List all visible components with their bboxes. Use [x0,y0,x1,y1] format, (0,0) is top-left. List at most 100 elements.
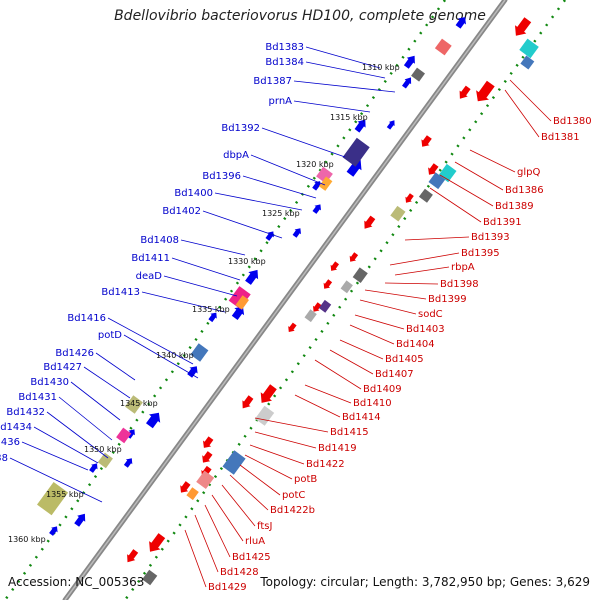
kbp-tick-label: 1360 kbp [8,535,46,544]
forward-gene-label: Bd1430 [30,377,69,388]
gene-block [342,137,370,167]
reverse-leader-line [221,484,256,527]
forward-gene-label: Bd1383 [265,42,304,53]
reverse-leader-line [249,444,305,465]
gene-block [318,176,333,191]
gene-arrow [127,549,139,563]
gene-block [235,295,249,310]
gene-block [190,343,209,362]
reverse-leader-line [349,324,395,345]
gene-block [411,67,425,82]
gene-arrow [403,55,415,69]
gene-block [352,267,368,283]
kbp-tick-label: 1325 kbp [262,209,300,218]
gene-arrow [49,526,58,536]
gene-block [438,163,457,183]
reverse-leader-line [329,349,374,375]
kbp-tick-label: 1315 kbp [330,113,368,122]
forward-gene-label: Bd1387 [253,76,292,87]
gene-arrow [245,269,259,285]
forward-leader-line [58,396,113,441]
reverse-gene-label: Bd1404 [396,339,435,350]
inner-dotted-track [123,0,567,600]
forward-gene-label: dbpA [223,150,249,161]
gene-block [142,569,158,586]
forward-gene-label: Bd1384 [265,57,304,68]
forward-leader-line [293,80,396,93]
gene-block [116,427,132,444]
forward-gene-label: Bd1396 [202,171,241,182]
forward-gene-label: Bd1427 [43,362,82,373]
accession-text: Accession: NC_005363 [8,575,145,589]
reverse-gene-label: Bd1399 [428,294,467,305]
forward-gene-label: Bd1431 [18,392,57,403]
kbp-tick-label: 1345 kbp [120,399,158,408]
reverse-gene-labels: Bd1380 Bd1381 glpQ Bd1386 Bd1389 Bd1391 Bd1393… [208,116,592,593]
reverse-leader-line [404,236,470,241]
gene-track [37,17,539,586]
forward-gene-label: Bd1438 [0,453,8,464]
reverse-leader-line [429,187,482,223]
gene-arrow [459,85,471,99]
forward-gene-label: Bd1436 [0,437,20,448]
map-title: Bdellovibrio bacteriovorus HD100, comple… [114,8,486,24]
gene-block [519,38,539,59]
forward-gene-label: Bd1402 [162,206,201,217]
gene-arrow [515,17,532,36]
reverse-gene-label: Bd1425 [232,552,271,563]
gene-block [125,395,143,414]
reverse-gene-label: Bd1405 [385,354,424,365]
reverse-gene-label: Bd1419 [318,443,357,454]
kbp-tick-label: 1350 kbp [84,445,122,454]
forward-gene-label: Bd1411 [131,253,170,264]
reverse-leader-line [244,454,293,480]
gene-arrow [405,193,414,203]
gene-arrow [455,17,466,29]
reverse-leader-line [364,289,427,300]
topology-text: Topology: circular; Length: 3,782,950 bp… [260,575,590,589]
forward-gene-label: Bd1432 [6,407,45,418]
reverse-gene-label: Bd1428 [220,567,259,578]
outer-dotted-track [3,0,447,600]
gene-block [228,286,251,309]
reverse-leader-line [394,266,450,276]
forward-gene-label: Bd1413 [101,287,140,298]
reverse-gene-label: sodC [418,309,443,320]
gene-arrow [402,77,412,89]
gene-arrow [312,204,321,214]
reverse-leader-line [504,89,540,138]
reverse-gene-label: Bd1380 [553,116,592,127]
reverse-leader-line [184,529,207,588]
reverse-leader-line [211,494,244,542]
reverse-gene-label: potC [282,490,305,501]
reverse-gene-label: Bd1429 [208,582,247,593]
genome-backbone-highlight [64,0,506,600]
kbp-tick-label: 1330 kbp [228,257,266,266]
forward-gene-label: Bd1392 [221,123,260,134]
gene-block [186,487,199,501]
reverse-gene-label: Bd1389 [495,201,534,212]
forward-leader-line [261,127,346,158]
reverse-gene-label: Bd1391 [483,217,522,228]
forward-gene-label: Bd1434 [0,422,32,433]
forward-leader-line [107,317,194,365]
gene-arrow [202,451,213,463]
gene-arrow [265,231,274,241]
gene-arrow [208,312,217,323]
forward-leader-line [21,441,89,471]
kbp-tick-labels: 1310 kbp 1315 kbp 1320 kbp 1325 kbp 1330 kbp… [8,63,400,544]
forward-leader-line [214,192,303,211]
reverse-leader-line [439,174,494,207]
kbp-tick-label: 1355 kbp [46,490,84,499]
forward-gene-label: deaD [136,271,163,282]
reverse-gene-label: Bd1407 [375,369,414,380]
reverse-leader-line [359,299,417,315]
gene-arrow [242,395,254,409]
forward-leader-line [95,352,136,381]
gene-arrow [149,533,166,552]
gene-block [37,482,69,516]
reverse-gene-label: glpQ [517,167,540,178]
forward-leader-line [171,257,241,281]
forward-leader-line [9,457,103,503]
